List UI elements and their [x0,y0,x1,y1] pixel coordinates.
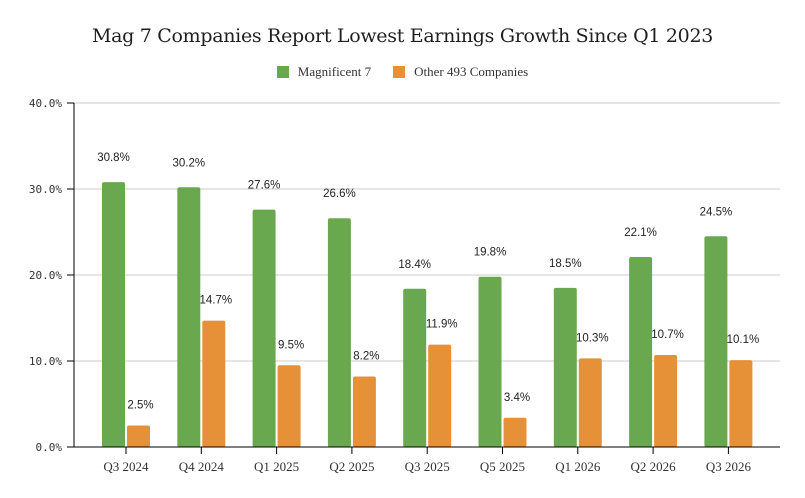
data-label: 19.8% [474,247,507,259]
data-label: 18.5% [549,258,582,270]
data-label: 30.8% [97,152,130,164]
legend-label-other-493: Other 493 Companies [414,64,529,79]
data-label: 10.1% [727,334,760,346]
legend-label-magnificent-7: Magnificent 7 [297,64,372,79]
data-label: 3.4% [504,392,530,404]
data-label: 14.7% [199,295,232,307]
x-tick-label: Q2 2026 [631,459,677,474]
data-labels: 30.8% 2.5% 30.2% 14.7% 27.6% 9.5% 26.6% 8.2% 18.… [97,152,759,411]
legend-item-other-493[interactable]: Other 493 Companies [393,64,528,80]
x-tick-label: Q3 2025 [405,459,450,474]
chart-legend: Magnificent 7 Other 493 Companies [0,64,805,80]
bar-other-493[interactable] [578,358,602,447]
bar-magnificent-7[interactable] [177,187,201,447]
data-label: 9.5% [278,339,304,351]
bar-other-493[interactable] [428,344,452,447]
y-tick-label: 0.0% [36,441,63,454]
bar-magnificent-7[interactable] [553,287,577,447]
bar-magnificent-7[interactable] [327,218,351,447]
y-tick-label: 40.0% [29,97,62,110]
x-tick-label: Q1 2025 [254,459,299,474]
x-tick-label: Q1 2026 [555,459,601,474]
bar-other-493[interactable] [202,320,226,447]
x-tick-label: Q3 2026 [706,459,752,474]
x-tick-label: Q2 2025 [329,459,374,474]
data-label: 27.6% [248,180,281,192]
bar-magnificent-7[interactable] [102,182,125,447]
legend-swatch-magnificent-7 [276,66,289,78]
bar-other-493[interactable] [729,360,753,447]
bar-other-493[interactable] [352,376,376,447]
bar-magnificent-7[interactable] [403,288,427,447]
axes: 0.0% 10.0% 20.0% 30.0% 40.0% Q3 2024 Q4 2024 Q1… [29,97,780,474]
bar-magnificent-7[interactable] [629,256,653,447]
legend-swatch-other-493 [393,66,406,78]
y-tick-label: 30.0% [29,183,62,196]
data-label: 10.3% [576,332,609,344]
y-tick-label: 10.0% [29,355,62,368]
data-label: 8.2% [353,350,379,362]
data-label: 30.2% [172,157,205,169]
bar-other-493[interactable] [654,354,678,447]
x-tick-label: Q3 2024 [103,459,149,474]
x-tick-label: Q4 2024 [179,459,225,474]
bar-magnificent-7[interactable] [704,236,728,447]
bar-other-493[interactable] [503,417,527,447]
data-label: 26.6% [323,188,356,200]
bar-magnificent-7[interactable] [252,209,276,447]
y-tick-label: 20.0% [29,269,62,282]
bar-other-493[interactable] [277,365,301,447]
data-label: 11.9% [426,319,458,331]
data-label: 10.7% [651,329,684,341]
data-label: 24.5% [700,206,733,218]
chart-title: Mag 7 Companies Report Lowest Earnings G… [91,25,714,47]
x-tick-label: Q5 2025 [480,459,525,474]
data-label: 22.1% [624,227,657,239]
bar-magnificent-7[interactable] [478,276,502,447]
bar-other-493[interactable] [127,425,150,448]
bars [102,182,753,448]
data-label: 2.5% [127,400,153,412]
legend-item-magnificent-7[interactable]: Magnificent 7 [276,64,372,80]
data-label: 18.4% [398,259,431,271]
